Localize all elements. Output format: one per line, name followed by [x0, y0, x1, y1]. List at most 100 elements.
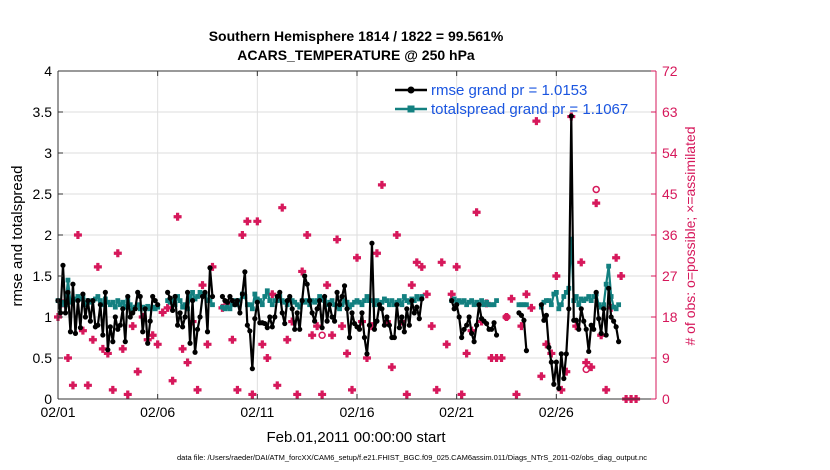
obs-assimilated-marker	[128, 322, 137, 331]
rmse-point	[329, 314, 335, 320]
totalspread-point	[254, 296, 260, 302]
y-tick-label: 0.5	[33, 350, 53, 366]
rmse-point	[274, 293, 280, 300]
totalspread-point	[401, 294, 407, 299]
rmse-point	[573, 317, 579, 323]
rmse-point	[364, 351, 370, 357]
rmse-point	[309, 310, 315, 316]
rmse-point	[197, 314, 203, 320]
rmse-point	[279, 310, 285, 316]
rmse-point	[105, 347, 111, 353]
rmse-point	[616, 339, 622, 345]
totalspread-point	[205, 298, 210, 303]
rmse-point	[182, 314, 188, 320]
rmse-point	[77, 325, 84, 331]
rmse-point	[561, 375, 567, 382]
rmse-point	[366, 322, 373, 328]
rmse-point	[62, 310, 69, 316]
totalspread-point	[486, 302, 492, 308]
obs-possible-marker	[592, 185, 600, 194]
rmse-point	[419, 296, 425, 302]
rmse-point	[454, 302, 460, 308]
x-tick-label: 02/11	[240, 404, 274, 420]
rmse-point	[262, 320, 268, 327]
rmse-point	[137, 293, 143, 300]
rmse-point	[451, 306, 457, 312]
rmse-point	[107, 324, 113, 330]
totalspread-point	[451, 296, 457, 302]
rmse-point	[199, 293, 206, 300]
totalspread-point	[553, 290, 559, 295]
rmse-point	[87, 318, 93, 324]
totalspread-point	[456, 298, 462, 303]
rmse-point	[558, 351, 564, 357]
totalspread-point	[120, 299, 126, 305]
rmse-point	[416, 316, 422, 322]
obs-assimilated-marker	[392, 231, 401, 239]
rmse-point	[297, 326, 303, 332]
rmse-point	[252, 316, 258, 322]
totalspread-point	[225, 304, 230, 310]
obs-assimilated-marker	[203, 340, 212, 349]
obs-assimilated-marker	[572, 322, 581, 331]
obs-assimilated-marker	[512, 390, 521, 399]
rmse-point	[456, 314, 462, 320]
rmse-point	[581, 318, 587, 324]
totalspread-point	[75, 294, 81, 299]
rmse-point	[204, 329, 211, 335]
totalspread-point	[581, 298, 587, 303]
rmse-point	[299, 298, 305, 304]
obs-assimilated-marker	[527, 303, 536, 312]
rmse-point	[331, 318, 338, 324]
obs-assimilated-marker	[178, 344, 187, 353]
rmse-point	[224, 299, 231, 305]
obs-assimilated-marker	[442, 340, 451, 349]
rmse-point	[267, 314, 273, 320]
totalspread-point	[591, 294, 597, 299]
rmse-point	[179, 324, 186, 330]
obs-assimilated-marker	[328, 331, 337, 340]
rmse-point	[376, 302, 383, 308]
x-axis-label: Feb.01,2011 00:00:00 start	[266, 429, 446, 446]
rmse-point	[319, 325, 325, 331]
totalspread-point	[608, 294, 614, 299]
rmse-point	[611, 318, 617, 324]
obs-assimilated-marker	[228, 335, 237, 344]
obs-assimilated-marker	[108, 385, 117, 394]
totalspread-point	[180, 304, 185, 310]
obs-assimilated-marker	[552, 272, 561, 280]
obs-assimilated-marker	[427, 322, 436, 331]
obs-assimilated-marker	[323, 281, 332, 290]
obs-assimilated-marker	[382, 317, 391, 326]
totalspread-point	[122, 304, 128, 310]
rmse-point	[207, 265, 213, 271]
obs-possible-marker	[582, 365, 590, 374]
obs-assimilated-marker	[517, 322, 526, 331]
rmse-point	[386, 322, 392, 328]
y-axis-ticks: 0 0.5 1 1.5 2 2.5 3 3.5 4	[33, 63, 63, 407]
totalspread-point	[603, 281, 609, 287]
totalspread-point	[616, 302, 622, 308]
totalspread-point	[279, 298, 285, 303]
obs-assimilated-marker	[362, 354, 371, 362]
legend-rmse-marker	[407, 86, 415, 94]
totalspread-point	[117, 302, 123, 308]
obs-assimilated-marker	[308, 331, 317, 340]
y-right-tick-label: 18	[662, 309, 678, 325]
rmse-point	[184, 289, 191, 295]
rmse-point	[155, 302, 161, 308]
rmse-point	[538, 302, 544, 308]
totalspread-point	[105, 299, 111, 305]
obs-assimilated-marker	[502, 313, 511, 321]
totalspread-point	[220, 304, 225, 310]
rmse-point	[254, 299, 260, 305]
obs-assimilated-marker	[472, 208, 481, 217]
rmse-point	[219, 293, 226, 300]
obs-assimilated-marker	[93, 262, 102, 271]
y-right-tick-label: 54	[662, 145, 678, 161]
rmse-point	[568, 113, 574, 119]
rmse-point	[369, 240, 375, 246]
obs-assimilated-marker	[592, 199, 601, 208]
chart-title-line2: ACARS_TEMPERATURE @ 250 hPa	[237, 47, 475, 63]
totalspread-point	[210, 302, 215, 308]
